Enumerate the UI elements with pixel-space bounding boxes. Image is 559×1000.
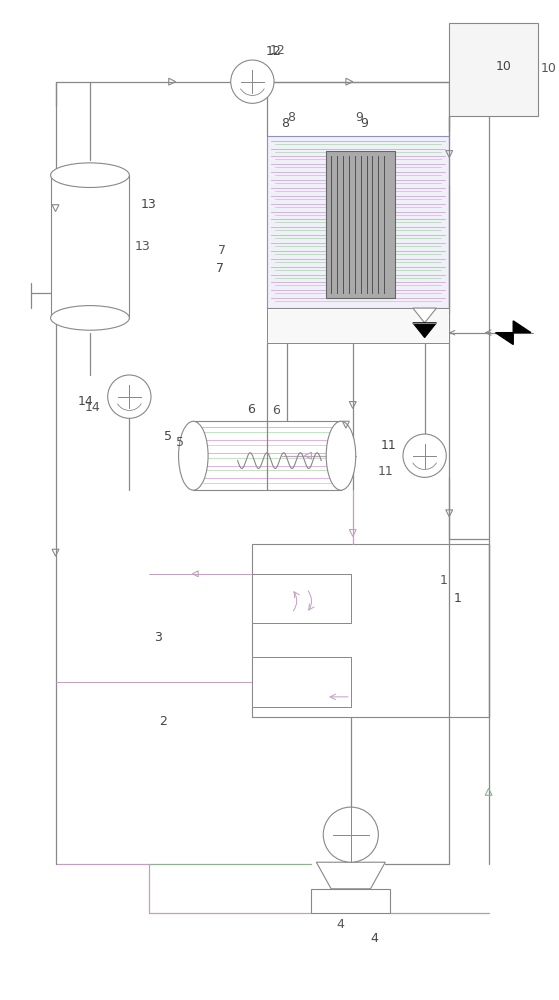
Bar bbox=[267, 136, 449, 308]
Text: 13: 13 bbox=[134, 240, 150, 253]
Text: 2: 2 bbox=[159, 715, 167, 728]
Bar bbox=[326, 151, 395, 298]
Text: 5: 5 bbox=[164, 430, 172, 443]
Text: 8: 8 bbox=[287, 111, 295, 124]
Bar bbox=[267, 308, 449, 343]
Text: 13: 13 bbox=[141, 198, 157, 211]
Text: 10: 10 bbox=[541, 62, 557, 75]
Text: 1: 1 bbox=[454, 592, 462, 605]
Ellipse shape bbox=[51, 163, 129, 187]
Text: 10: 10 bbox=[495, 60, 511, 73]
Text: 9: 9 bbox=[356, 111, 363, 124]
Text: 6: 6 bbox=[272, 404, 280, 417]
Polygon shape bbox=[495, 333, 513, 344]
Bar bbox=[252, 574, 351, 623]
Circle shape bbox=[231, 60, 274, 103]
Polygon shape bbox=[316, 862, 385, 889]
Polygon shape bbox=[413, 308, 437, 323]
Text: 3: 3 bbox=[154, 631, 162, 644]
Text: 5: 5 bbox=[176, 436, 183, 449]
Bar bbox=[252, 657, 351, 707]
Text: 12: 12 bbox=[270, 44, 286, 57]
Ellipse shape bbox=[178, 421, 208, 490]
Text: 7: 7 bbox=[218, 244, 226, 257]
Text: 12: 12 bbox=[265, 45, 281, 58]
Bar bbox=[449, 23, 538, 116]
Bar bbox=[252, 544, 489, 717]
Circle shape bbox=[403, 434, 446, 477]
Ellipse shape bbox=[51, 306, 129, 330]
Ellipse shape bbox=[326, 421, 356, 490]
Text: 7: 7 bbox=[216, 262, 224, 275]
Text: 6: 6 bbox=[248, 403, 255, 416]
Text: 14: 14 bbox=[78, 395, 94, 408]
Text: 8: 8 bbox=[281, 117, 289, 130]
Polygon shape bbox=[513, 321, 531, 333]
Bar bbox=[311, 889, 390, 913]
Text: 4: 4 bbox=[371, 932, 378, 945]
Circle shape bbox=[323, 807, 378, 862]
Text: 1: 1 bbox=[439, 574, 447, 587]
Text: 11: 11 bbox=[377, 465, 393, 478]
Text: 11: 11 bbox=[380, 439, 396, 452]
Text: 14: 14 bbox=[85, 401, 101, 414]
Text: 9: 9 bbox=[361, 117, 368, 130]
Text: 4: 4 bbox=[336, 918, 344, 931]
Bar bbox=[193, 421, 341, 490]
Polygon shape bbox=[413, 323, 437, 338]
Circle shape bbox=[108, 375, 151, 418]
Bar bbox=[51, 175, 129, 318]
